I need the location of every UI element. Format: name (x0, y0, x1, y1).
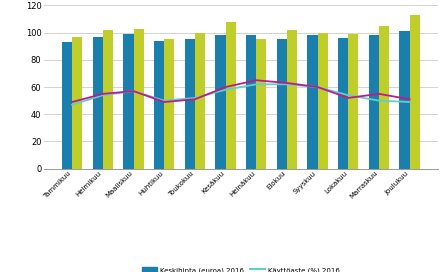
Bar (338, 38, 348, 169)
Bar (277, 39, 287, 169)
Bar (123, 34, 133, 169)
Bar (72, 37, 82, 169)
Bar (62, 42, 72, 169)
Bar (400, 31, 410, 169)
Bar (348, 34, 358, 169)
Bar (154, 41, 164, 169)
Bar (317, 33, 328, 169)
Legend: Keskihinta (euroa) 2016, Keskihinta (euroa) 2017, Käyttöaste (%) 2016, Käyttöast: Keskihinta (euroa) 2016, Keskihinta (eur… (142, 267, 339, 272)
Bar (369, 35, 379, 169)
Bar (246, 35, 256, 169)
Bar (287, 30, 297, 169)
Bar (256, 39, 267, 169)
Bar (93, 37, 103, 169)
Bar (133, 29, 144, 169)
Bar (225, 22, 236, 169)
Bar (195, 33, 205, 169)
Bar (308, 35, 317, 169)
Bar (410, 15, 420, 169)
Bar (215, 35, 225, 169)
Bar (103, 30, 113, 169)
Bar (185, 39, 195, 169)
Bar (379, 26, 389, 169)
Bar (164, 39, 174, 169)
